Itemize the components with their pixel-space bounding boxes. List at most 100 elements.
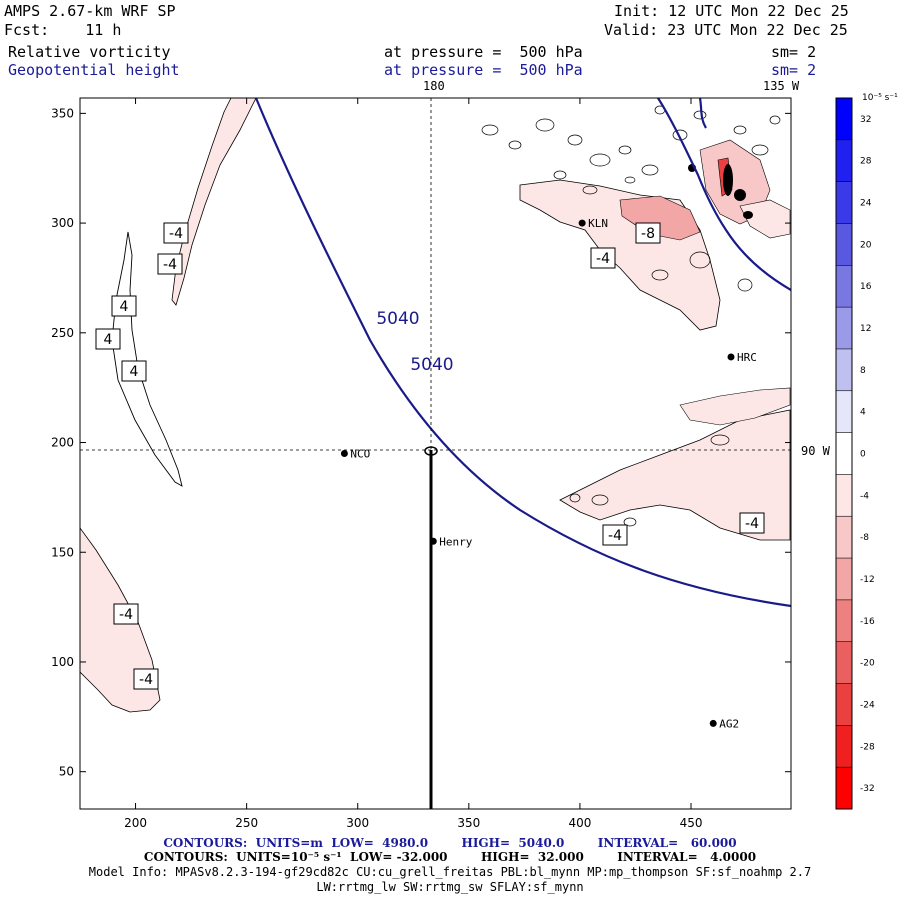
vorticity-contour-label: -4 xyxy=(739,512,765,534)
station-marker xyxy=(709,719,717,727)
x-tick-label: 250 xyxy=(235,816,258,830)
colorbar-label: 8 xyxy=(860,366,866,376)
svg-text:-4: -4 xyxy=(596,251,610,267)
colorbar-label: -8 xyxy=(860,533,869,543)
colorbar-segment xyxy=(836,683,852,726)
vorticity-contour-label: -4 xyxy=(113,603,139,625)
colorbar-segment xyxy=(836,558,852,601)
parallel-label-90w: 90 W xyxy=(801,444,830,458)
footer-physics-info: LW:rrtmg_lw SW:rrtmg_sw SFLAY:sf_mynn xyxy=(316,880,584,894)
colorbar-segment xyxy=(836,181,852,224)
colorbar-segment xyxy=(836,474,852,517)
vorticity-contour-label: -8 xyxy=(635,222,661,244)
field2-smoothing: sm= 2 xyxy=(771,61,817,79)
svg-text:-4: -4 xyxy=(745,516,759,532)
svg-text:-4: -4 xyxy=(139,672,153,688)
colorbar-label: 20 xyxy=(860,240,872,250)
colorbar-label: 0 xyxy=(860,450,866,460)
vorticity-contour-label: -4 xyxy=(590,247,616,269)
colorbar-segment xyxy=(836,767,852,810)
x-axis: 200 250 300 350 400 450 xyxy=(124,98,702,830)
height-contour-label: 5040 xyxy=(410,355,453,375)
vorticity-contour-label: 4 xyxy=(95,328,121,350)
colorbar-label: -32 xyxy=(860,784,875,794)
colorbar-label: -24 xyxy=(860,700,875,710)
y-tick-label: 250 xyxy=(51,326,74,340)
y-tick-label: 50 xyxy=(59,765,74,779)
colorbar-label: -12 xyxy=(860,575,875,585)
y-axis: 350 300 250 200 150 100 50 xyxy=(51,106,791,779)
svg-text:4: 4 xyxy=(120,299,129,315)
colorbar-label: 32 xyxy=(860,115,871,125)
vorticity-contour-label: 4 xyxy=(111,295,137,317)
y-tick-label: 300 xyxy=(51,216,74,230)
svg-text:-4: -4 xyxy=(169,226,183,242)
colorbar-label: 24 xyxy=(860,199,872,209)
colorbar-label: 12 xyxy=(860,324,871,334)
colorbar-label: 4 xyxy=(860,408,866,418)
field2-name: Geopotential height xyxy=(8,61,180,79)
model-title: AMPS 2.67-km WRF SP xyxy=(4,2,176,20)
x-tick-label: 450 xyxy=(680,816,703,830)
colorbar-segment xyxy=(836,307,852,350)
station-label: Henry xyxy=(439,535,472,548)
field1-smoothing: sm= 2 xyxy=(771,43,817,61)
colorbar: 32 28 24 20 16 12 8 4 0 -4 -8 -12 -16 -20 -24 -28 -32 xyxy=(835,97,875,810)
colorbar-unit: 10⁻⁵ s⁻¹ xyxy=(862,93,898,103)
y-tick-label: 200 xyxy=(51,436,74,450)
field1-level: at pressure = 500 hPa xyxy=(384,43,583,61)
x-tick-label: 400 xyxy=(568,816,591,830)
colorbar-segment xyxy=(836,725,852,768)
colorbar-segment xyxy=(836,599,852,643)
colorbar-label: -28 xyxy=(860,742,875,752)
station-marker xyxy=(429,537,437,545)
y-tick-label: 100 xyxy=(51,655,74,669)
valid-time: Valid: 23 UTC Mon 22 Dec 25 xyxy=(604,21,848,39)
x-tick-label: 200 xyxy=(124,816,147,830)
station-label: NCO xyxy=(350,448,370,461)
colorbar-segment xyxy=(836,641,852,685)
station-label: HRC xyxy=(737,351,757,364)
colorbar-segment xyxy=(836,390,852,434)
colorbar-label: -20 xyxy=(860,659,875,669)
height-contour-label: 5040 xyxy=(376,309,419,329)
station-label: KLN xyxy=(588,217,608,230)
vorticity-contour-label: 4 xyxy=(121,360,147,382)
colorbar-segment xyxy=(836,98,852,141)
colorbar-label: -4 xyxy=(860,491,869,501)
colorbar-label: 28 xyxy=(860,157,872,167)
vorticity-contour-label: -4 xyxy=(157,253,183,275)
colorbar-segment xyxy=(836,348,852,392)
meridian-label-180: 180 xyxy=(423,79,445,93)
vorticity-contour-label: -4 xyxy=(133,668,159,690)
y-tick-label: 350 xyxy=(51,106,74,120)
vorticity-contour-label: -4 xyxy=(602,524,628,546)
colorbar-segment xyxy=(836,223,852,266)
footer-vorticity-contours: CONTOURS: UNITS=10⁻⁵ s⁻¹ LOW= -32.000 HI… xyxy=(143,850,757,864)
svg-text:-4: -4 xyxy=(119,607,133,623)
init-time: Init: 12 UTC Mon 22 Dec 25 xyxy=(614,2,849,20)
svg-text:-4: -4 xyxy=(163,257,177,273)
station-marker xyxy=(727,353,735,361)
vorticity-shading xyxy=(80,98,791,713)
station-marker xyxy=(340,450,348,457)
map-frame xyxy=(79,97,792,810)
station-label: AG2 xyxy=(719,717,739,730)
meridian-label-135w: 135 W xyxy=(763,79,800,93)
station-marker xyxy=(578,219,586,227)
svg-text:4: 4 xyxy=(130,364,139,380)
y-tick-label: 150 xyxy=(51,545,74,559)
vorticity-contour-label: -4 xyxy=(163,222,189,244)
footer-height-contours: CONTOURS: UNITS=m LOW= 4980.0 HIGH= 5040… xyxy=(163,836,737,850)
footer-model-info: Model Info: MPASv8.2.3-194-gf29cd82c CU:… xyxy=(88,865,812,879)
svg-text:4: 4 xyxy=(104,332,113,348)
x-tick-label: 300 xyxy=(346,816,369,830)
origin-marker xyxy=(424,446,438,456)
vorticity-contour-positive xyxy=(111,231,183,487)
forecast-hour: Fcst: 11 h xyxy=(4,21,122,39)
svg-text:-8: -8 xyxy=(641,226,655,242)
colorbar-segment xyxy=(836,265,852,308)
colorbar-segment xyxy=(836,516,852,559)
colorbar-segment xyxy=(836,432,852,475)
